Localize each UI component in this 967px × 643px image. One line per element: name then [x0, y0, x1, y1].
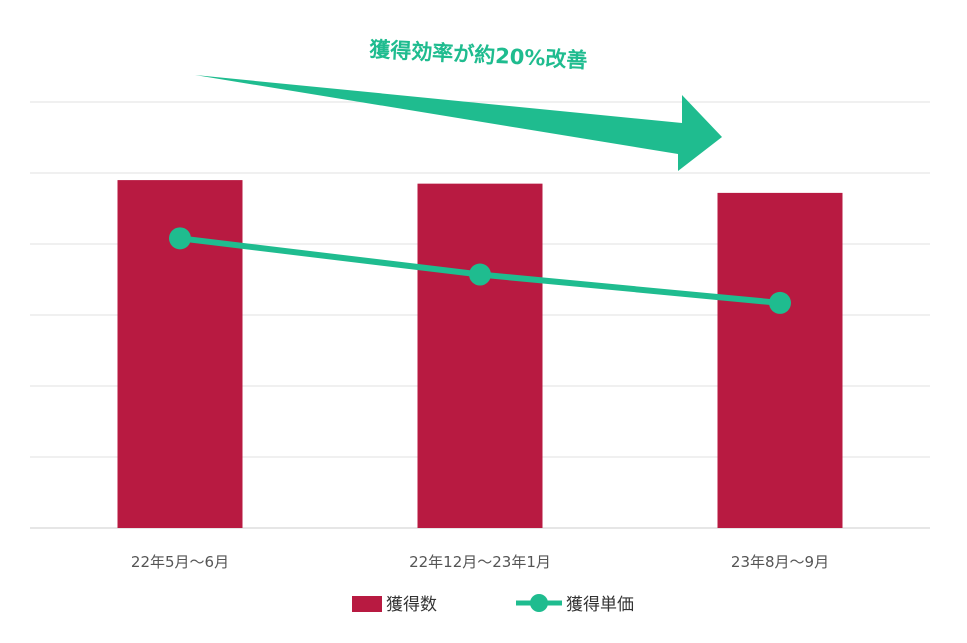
- bar: [417, 183, 543, 528]
- bar-series: [117, 180, 843, 528]
- line-series: [169, 227, 791, 314]
- legend-bar-label: 獲得数: [386, 595, 437, 615]
- bar: [717, 192, 843, 528]
- improvement-annotation: 獲得効率が約20%改善: [195, 37, 722, 171]
- legend: 獲得数 獲得単価: [352, 594, 634, 615]
- x-tick-labels: 22年5月〜6月 22年12月〜23年1月 23年8月〜9月: [131, 553, 829, 571]
- legend-line-marker: [530, 594, 548, 612]
- legend-line-label: 獲得単価: [566, 595, 634, 615]
- x-tick-label: 23年8月〜9月: [731, 553, 829, 571]
- line-point: [169, 227, 191, 250]
- legend-bar-swatch: [352, 596, 382, 612]
- annotation-text: 獲得効率が約20%改善: [369, 37, 588, 72]
- line-point: [769, 291, 791, 314]
- x-tick-label: 22年5月〜6月: [131, 553, 229, 571]
- line-point: [469, 263, 491, 286]
- improvement-arrow: [195, 75, 722, 171]
- x-tick-label: 22年12月〜23年1月: [409, 553, 551, 571]
